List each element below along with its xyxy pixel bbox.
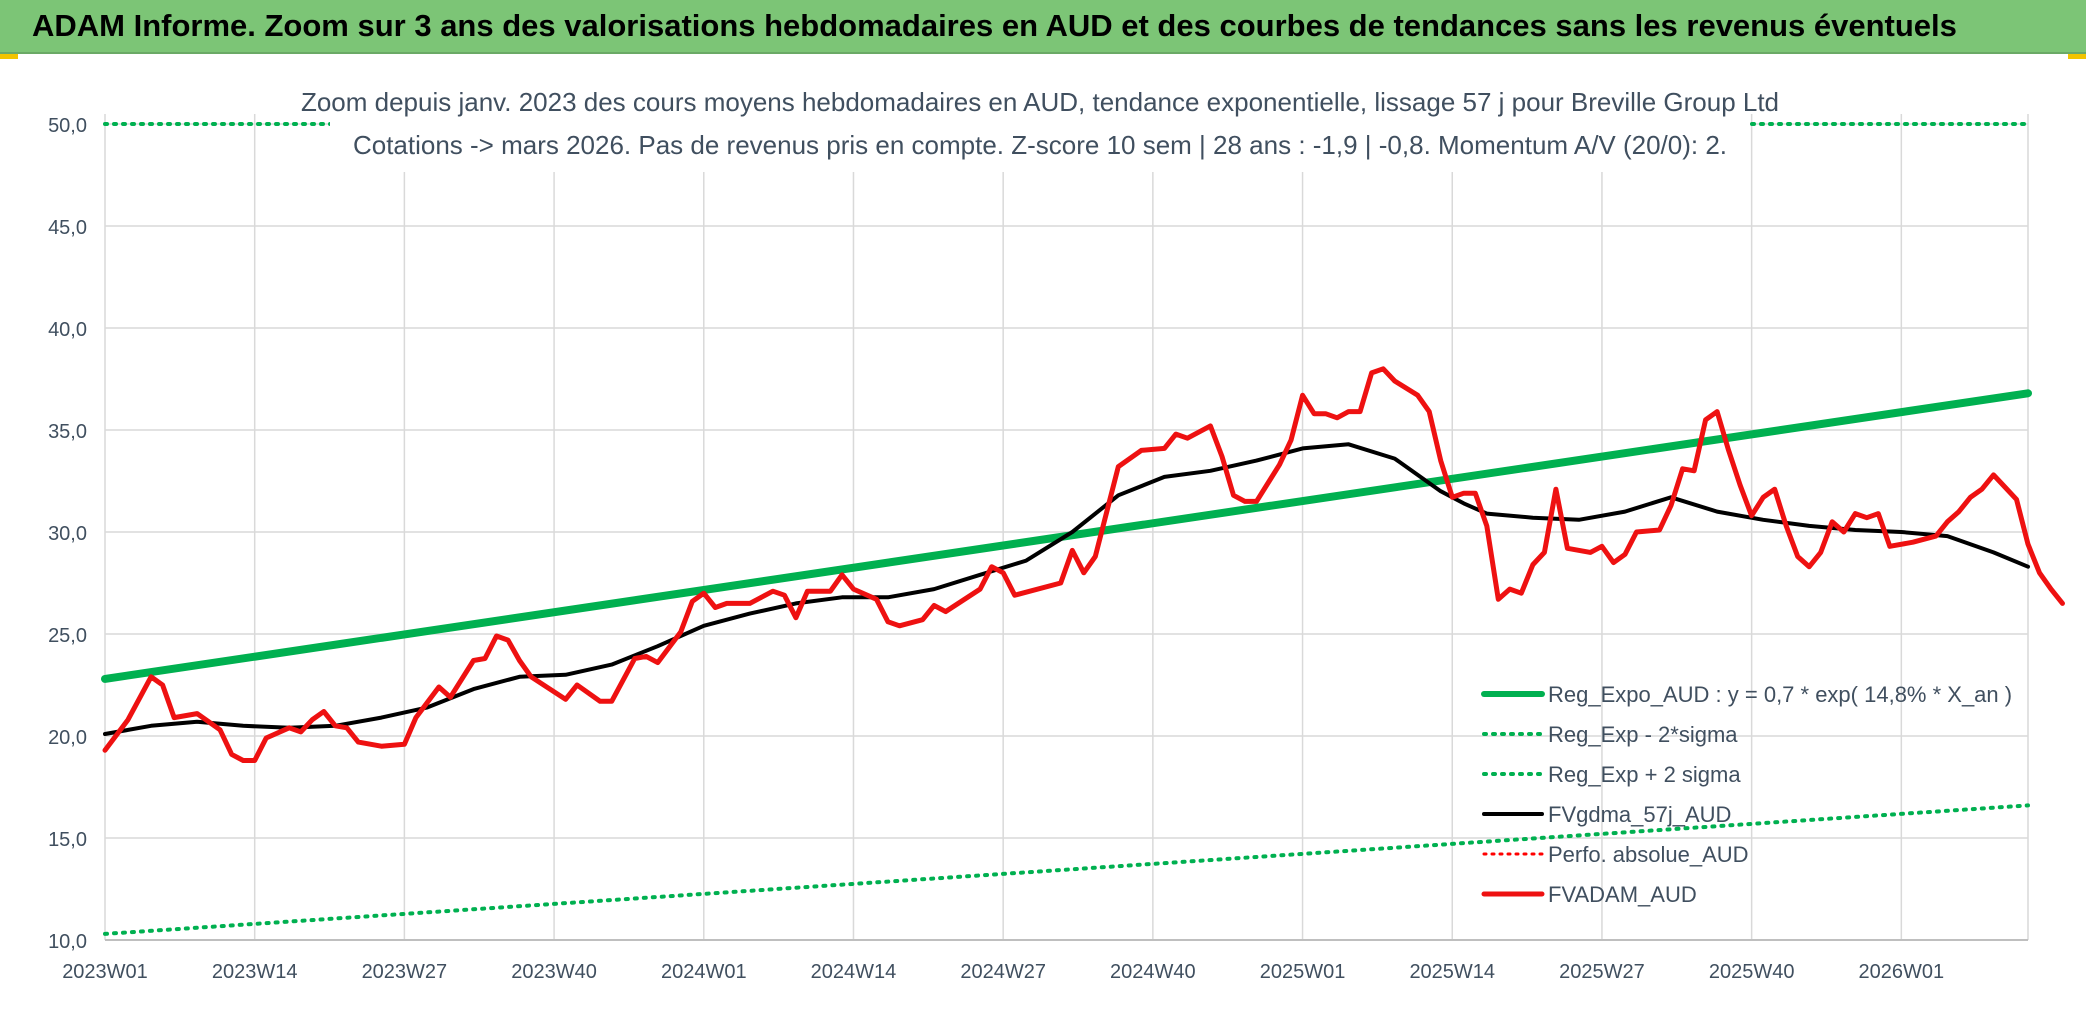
x-tick-label: 2026W01 (1859, 961, 1945, 983)
legend-label: Reg_Exp - 2*sigma (1548, 722, 1738, 747)
axes: 50,0 45,0 40,0 35,0 30,0 25,0 20,0 15,0 10,0 2023… (48, 115, 2028, 983)
corner-mark-left (0, 54, 18, 59)
title-background (330, 80, 1750, 172)
legend-label: Reg_Exp + 2 sigma (1548, 762, 1741, 787)
report-banner: ADAM Informe. Zoom sur 3 ans des valoris… (0, 0, 2086, 54)
x-tick-label: 2023W01 (62, 961, 148, 983)
legend-label: Reg_Expo_AUD : y = 0,7 * exp( 14,8% * X_… (1548, 682, 2012, 707)
x-tick-label: 2023W14 (212, 961, 298, 983)
fvgdma-57j-line (103, 442, 2030, 736)
x-tick-label: 2025W40 (1709, 961, 1795, 983)
y-tick-label: 10,0 (48, 931, 87, 953)
chart-title: Zoom depuis janv. 2023 des cours moyens … (301, 87, 1779, 117)
x-tick-label: 2025W01 (1260, 961, 1346, 983)
y-tick-label: 15,0 (48, 829, 87, 851)
banner-title: ADAM Informe. Zoom sur 3 ans des valoris… (32, 8, 1957, 43)
legend-label: FVgdma_57j_AUD (1548, 802, 1731, 827)
x-tick-label: 2023W40 (511, 961, 597, 983)
x-tick-label: 2024W27 (960, 961, 1046, 983)
y-tick-label: 50,0 (48, 115, 87, 137)
y-tick-label: 40,0 (48, 319, 87, 341)
chart-title-block: Zoom depuis janv. 2023 des cours moyens … (301, 80, 1779, 172)
y-tick-label: 45,0 (48, 217, 87, 239)
y-tick-label: 30,0 (48, 523, 87, 545)
x-tick-label: 2024W14 (811, 961, 897, 983)
corner-mark-right (2068, 54, 2086, 59)
x-tick-label: 2025W14 (1409, 961, 1495, 983)
x-tick-label: 2024W01 (661, 961, 747, 983)
x-tick-label: 2024W40 (1110, 961, 1196, 983)
legend-label: FVADAM_AUD (1548, 882, 1697, 907)
x-tick-label: 2025W27 (1559, 961, 1645, 983)
y-tick-label: 25,0 (48, 625, 87, 647)
series-layer (101, 122, 2065, 936)
legend-label: Perfo. absolue_AUD (1548, 842, 1749, 867)
y-tick-label: 35,0 (48, 421, 87, 443)
y-tick-label: 20,0 (48, 727, 87, 749)
fvadam-line (102, 366, 2065, 763)
chart-subtitle: Cotations -> mars 2026. Pas de revenus p… (353, 130, 1727, 160)
reg-exp-minus-2sigma-line (103, 803, 2030, 936)
legend: Reg_Expo_AUD : y = 0,7 * exp( 14,8% * X_… (1481, 682, 2012, 907)
x-tick-label: 2023W27 (362, 961, 448, 983)
grid-lines (104, 114, 2029, 941)
